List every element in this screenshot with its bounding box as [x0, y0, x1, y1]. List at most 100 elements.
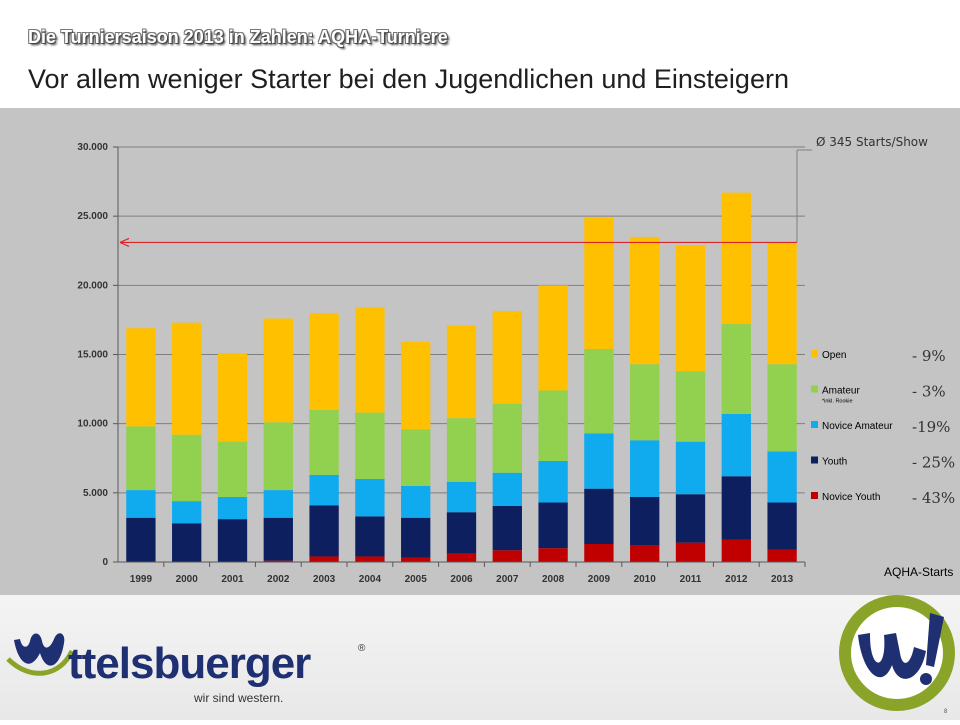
y-tick-label: 0 — [102, 557, 108, 568]
bar-segment-amateur — [401, 429, 431, 486]
bar-segment-open — [217, 353, 248, 442]
bar-segment-amateur — [217, 441, 248, 497]
x-tick-label: 1999 — [130, 574, 153, 585]
x-tick-label: 2000 — [176, 574, 199, 585]
bar-segment-open — [630, 236, 660, 365]
bar-segment-youth — [217, 519, 248, 562]
y-tick-label: 10.000 — [77, 419, 108, 430]
bar-segment-open — [172, 322, 202, 435]
bar-segment-novice-amateur — [401, 485, 431, 518]
bar-segment-open — [721, 192, 751, 325]
slide-header: Die Turniersaison 2013 in Zahlen: AQHA-T… — [0, 0, 960, 108]
bar-segment-amateur — [538, 390, 568, 462]
bar-segment-open — [767, 242, 797, 365]
bar-segment-novice-amateur — [172, 501, 202, 524]
logo-w-swoosh — [6, 649, 75, 676]
bar-segment-amateur — [263, 422, 293, 491]
legend-label: Novice Amateur — [822, 421, 893, 432]
x-tick-label: 2008 — [542, 574, 565, 585]
series-caption: AQHA-Starts — [884, 565, 954, 579]
bar-segment-youth — [584, 488, 614, 545]
legend-change: - 25% — [912, 454, 955, 472]
legend-swatch — [811, 492, 818, 499]
bar-segment-open — [309, 313, 339, 410]
circle-logo-w-mark — [858, 633, 926, 679]
bar-segment-novice-amateur — [263, 490, 293, 518]
bar-segment-novice-youth — [263, 560, 293, 562]
bar-segment-open — [584, 217, 614, 349]
legend-label: Youth — [822, 457, 847, 468]
bar-segment-amateur — [584, 348, 614, 434]
bar-segment-open — [675, 245, 706, 372]
legend-change: - 43% — [912, 489, 955, 507]
bar-segment-novice-youth — [446, 553, 477, 562]
y-tick-label: 20.000 — [77, 280, 108, 291]
bar-segment-novice-amateur — [355, 479, 385, 517]
x-tick-label: 2012 — [725, 574, 748, 585]
legend-change: -19% — [912, 418, 950, 436]
bar-segment-youth — [630, 496, 660, 546]
bar-segment-youth — [721, 476, 751, 540]
bar-segment-open — [492, 310, 522, 404]
bar-segment-youth — [446, 512, 477, 554]
footer: ttelsbuerger ® wir sind western. 8 — [0, 595, 960, 720]
x-tick-label: 2007 — [496, 574, 519, 585]
bar-segment-open — [126, 328, 156, 427]
bar-segment-amateur — [355, 412, 385, 479]
x-tick-label: 2006 — [450, 574, 473, 585]
slide-title: Vor allem weniger Starter bei den Jugend… — [28, 64, 789, 94]
bar-segment-novice-amateur — [446, 481, 477, 513]
bar-segment-amateur — [309, 409, 339, 475]
legend-note: *inkl. Rookie — [822, 399, 853, 405]
bar-segment-open — [538, 285, 568, 391]
bar-segment-youth — [172, 523, 202, 562]
legend-change: - 3% — [912, 383, 946, 401]
reference-arrow-icon — [119, 237, 130, 247]
bar-segment-novice-youth — [630, 545, 660, 562]
bar-segment-youth — [401, 517, 431, 558]
legend-swatch — [811, 421, 818, 428]
x-tick-label: 2013 — [771, 574, 794, 585]
bar-segment-amateur — [446, 418, 477, 482]
bar-segment-novice-youth — [675, 542, 706, 562]
stacked-bar-chart: 0 5.000 10.000 15.000 20.000 25.000 30.000 1999… — [77, 135, 955, 585]
x-tick-label: 2011 — [680, 574, 702, 585]
bar-segment-novice-amateur — [538, 461, 568, 503]
bar-segment-novice-amateur — [126, 490, 156, 518]
bar-segment-open — [446, 325, 477, 419]
bar-segment-youth — [263, 517, 293, 561]
y-tick-label: 5.000 — [83, 488, 108, 499]
bar-segment-youth — [492, 505, 522, 551]
page-number: 8 — [944, 709, 948, 715]
bar-segment-novice-youth — [538, 548, 568, 562]
legend-change: - 9% — [912, 347, 946, 365]
bar-segment-amateur — [767, 364, 797, 452]
bar-segment-amateur — [126, 426, 156, 491]
bar-segment-novice-amateur — [675, 441, 706, 495]
bar-segment-novice-amateur — [630, 440, 660, 497]
bar-segment-novice-amateur — [767, 451, 797, 503]
bar-segment-amateur — [721, 324, 751, 414]
bar-segment-amateur — [675, 371, 706, 442]
bar-segment-novice-youth — [584, 544, 614, 562]
bar-segment-youth — [355, 516, 385, 557]
logo-w-mark — [14, 633, 65, 666]
bar-segment-novice-amateur — [721, 413, 751, 477]
average-annotation: Ø 345 Starts/Show — [816, 135, 928, 149]
circle-logo-exclamation — [926, 613, 944, 667]
x-tick-label: 2004 — [359, 574, 382, 585]
footer-graphics: ttelsbuerger ® wir sind western. 8 — [6, 595, 955, 715]
y-tick-label: 30.000 — [77, 142, 108, 153]
bar-segment-novice-youth — [309, 556, 339, 562]
bar-segment-youth — [767, 502, 797, 550]
logo-registered: ® — [358, 643, 366, 654]
y-tick-label: 15.000 — [77, 350, 108, 361]
bar-segment-novice-youth — [355, 556, 385, 562]
bar-segment-novice-youth — [401, 557, 431, 562]
x-tick-label: 2009 — [588, 574, 611, 585]
x-tick-label: 2003 — [313, 574, 336, 585]
bar-segment-open — [401, 342, 431, 430]
y-tick-label: 25.000 — [77, 211, 108, 222]
bar-segment-open — [263, 318, 293, 423]
legend-label: Amateur — [822, 386, 860, 397]
